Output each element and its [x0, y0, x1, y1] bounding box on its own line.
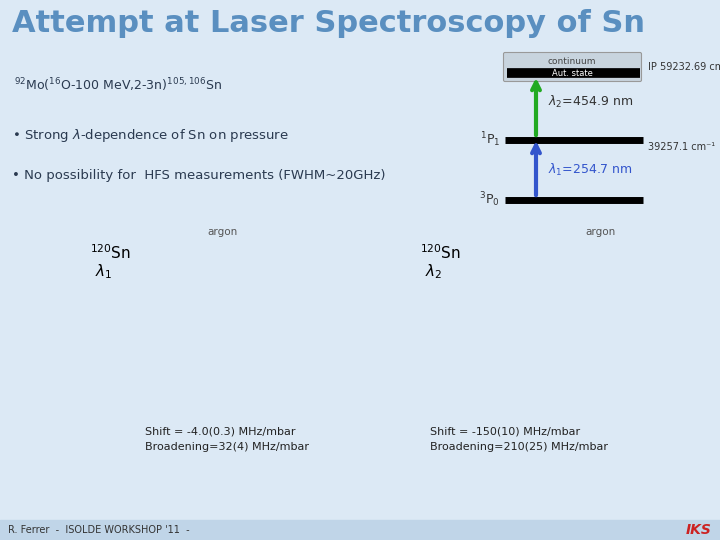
Text: $^{92}$Mo($^{16}$O-100 MeV,2-3n)$^{105,106}$Sn: $^{92}$Mo($^{16}$O-100 MeV,2-3n)$^{105,1… — [14, 76, 222, 94]
Text: $\lambda_2$: $\lambda_2$ — [425, 262, 442, 281]
Text: Attempt at Laser Spectroscopy of Sn: Attempt at Laser Spectroscopy of Sn — [12, 9, 645, 37]
Text: $\lambda_1$: $\lambda_1$ — [95, 262, 112, 281]
Text: • Strong $\lambda$-dependence of Sn on pressure: • Strong $\lambda$-dependence of Sn on p… — [12, 126, 289, 144]
Text: Aut. state: Aut. state — [552, 69, 593, 78]
Text: IP 59232.69 cm⁻¹: IP 59232.69 cm⁻¹ — [648, 62, 720, 72]
Text: R. Ferrer  -  ISOLDE WORKSHOP '11  -: R. Ferrer - ISOLDE WORKSHOP '11 - — [8, 525, 189, 535]
Text: $\lambda_1$=254.7 nm: $\lambda_1$=254.7 nm — [548, 162, 632, 178]
Text: $^3$P$_0$: $^3$P$_0$ — [480, 191, 500, 210]
Text: Shift = -150(10) MHz/mbar: Shift = -150(10) MHz/mbar — [430, 427, 580, 437]
Text: • No possibility for  HFS measurements (FWHM~20GHz): • No possibility for HFS measurements (F… — [12, 168, 385, 181]
Text: Shift = -4.0(0.3) MHz/mbar: Shift = -4.0(0.3) MHz/mbar — [145, 427, 295, 437]
Text: IKS: IKS — [686, 523, 712, 537]
Text: argon: argon — [207, 227, 237, 237]
Bar — [0, 0, 720, 47]
FancyBboxPatch shape — [503, 52, 642, 82]
Bar — [0, 520, 720, 540]
Text: Broadening=210(25) MHz/mbar: Broadening=210(25) MHz/mbar — [430, 442, 608, 452]
Text: 39257.1 cm⁻¹: 39257.1 cm⁻¹ — [648, 142, 715, 152]
Text: argon: argon — [585, 227, 615, 237]
Text: Broadening=32(4) MHz/mbar: Broadening=32(4) MHz/mbar — [145, 442, 309, 452]
Text: $^{120}$Sn: $^{120}$Sn — [90, 244, 131, 262]
Text: $^1$P$_1$: $^1$P$_1$ — [480, 131, 500, 150]
Text: continuum: continuum — [548, 57, 596, 65]
Text: $\lambda_2$=454.9 nm: $\lambda_2$=454.9 nm — [548, 93, 633, 110]
Text: $^{120}$Sn: $^{120}$Sn — [420, 244, 461, 262]
